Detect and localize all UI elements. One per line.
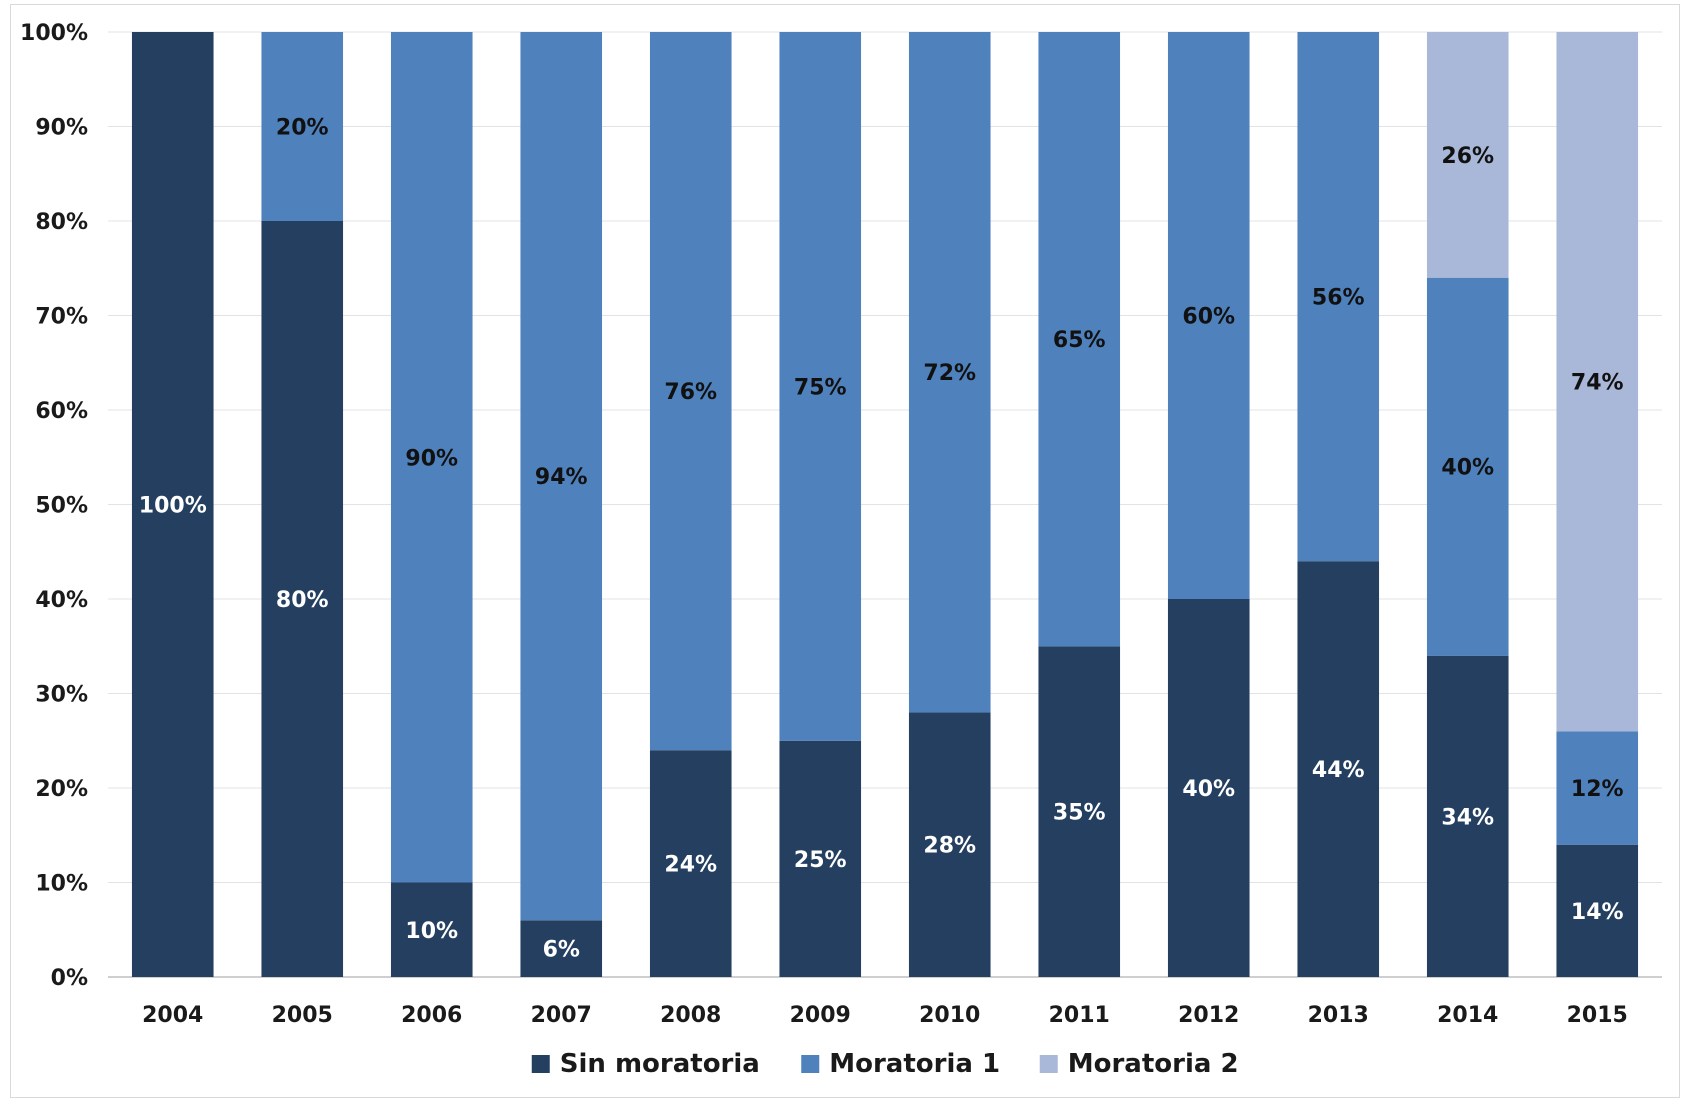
bar-segment: [908, 712, 991, 977]
x-axis-ticks: 2004 2005 2006 2007 2008 2009 2010 2011 2012 2013…: [142, 1003, 1628, 1028]
bar-segment: [649, 32, 732, 751]
bar-segment: [1167, 599, 1250, 977]
x-tick-label: 2007: [531, 1003, 592, 1028]
bar-segment: [390, 882, 473, 977]
bar-segment: [261, 32, 344, 221]
bar-segment: [131, 32, 214, 977]
grid-lines: [108, 31, 1662, 978]
y-tick-label: 90%: [35, 116, 88, 141]
data-label: 14%: [1571, 900, 1624, 925]
data-label: 28%: [923, 834, 976, 859]
bar-segment: [1297, 561, 1380, 977]
data-label: 80%: [276, 588, 329, 613]
legend-label: Sin moratoria: [560, 1049, 760, 1079]
x-tick-label: 2004: [142, 1003, 203, 1028]
bar-segment: [908, 32, 991, 713]
bar-segment: [779, 32, 862, 741]
legend: Sin moratoria Moratoria 1 Moratoria 2: [531, 1049, 1239, 1079]
data-label: 25%: [794, 848, 847, 873]
bar-segment: [1426, 32, 1509, 278]
bar-segment: [1297, 32, 1380, 562]
x-tick-label: 2014: [1437, 1003, 1498, 1028]
bars: [131, 32, 1639, 977]
y-tick-label: 70%: [35, 305, 88, 330]
data-label: 75%: [794, 375, 847, 400]
x-tick-label: 2009: [790, 1003, 851, 1028]
bar-segment: [520, 920, 603, 977]
data-label: 35%: [1053, 801, 1106, 826]
data-label: 26%: [1441, 144, 1494, 169]
y-tick-label: 40%: [35, 588, 88, 613]
bar-segment: [390, 32, 473, 883]
bar-segment: [1426, 655, 1509, 977]
data-label: 44%: [1312, 758, 1365, 783]
x-tick-label: 2015: [1567, 1003, 1628, 1028]
bar-segment: [1167, 32, 1250, 599]
x-tick-label: 2006: [401, 1003, 462, 1028]
data-label: 72%: [923, 361, 976, 386]
bar-segment: [520, 32, 603, 921]
x-tick-label: 2011: [1049, 1003, 1110, 1028]
bar-segment: [1556, 844, 1639, 977]
data-label: 24%: [664, 853, 717, 878]
data-label: 94%: [535, 465, 588, 490]
y-tick-label: 100%: [20, 21, 88, 46]
data-label: 34%: [1441, 805, 1494, 830]
data-label: 6%: [543, 938, 580, 963]
y-tick-label: 50%: [35, 494, 88, 519]
y-tick-label: 30%: [35, 683, 88, 708]
data-label: 74%: [1571, 371, 1624, 396]
data-label: 65%: [1053, 328, 1106, 353]
data-labels: 100% 80% 20% 10% 90% 6% 94% 24% 76% 25% 75% 28% 72% 3…: [139, 116, 1624, 963]
y-axis-ticks: 0% 10% 20% 30% 40% 50% 60% 70% 80% 90% 100%: [20, 21, 88, 991]
legend-swatch: [1039, 1055, 1058, 1073]
bar-segment: [649, 750, 732, 977]
x-tick-label: 2012: [1178, 1003, 1239, 1028]
bar-segment: [1038, 32, 1121, 647]
legend-swatch: [531, 1055, 550, 1073]
data-label: 56%: [1312, 286, 1365, 311]
data-label: 10%: [405, 919, 458, 944]
y-tick-label: 80%: [35, 210, 88, 235]
data-label: 100%: [139, 494, 207, 519]
data-label: 90%: [405, 446, 458, 471]
legend-label: Moratoria 2: [1068, 1049, 1239, 1079]
y-tick-label: 20%: [35, 777, 88, 802]
bar-segment: [1556, 32, 1639, 732]
bar-segment: [1426, 277, 1509, 656]
x-tick-label: 2013: [1308, 1003, 1369, 1028]
data-label: 12%: [1571, 777, 1624, 802]
x-tick-label: 2008: [660, 1003, 721, 1028]
x-tick-label: 2005: [272, 1003, 333, 1028]
y-tick-label: 0%: [51, 966, 88, 991]
bar-segment: [779, 740, 862, 977]
data-label: 40%: [1441, 456, 1494, 481]
data-label: 20%: [276, 116, 329, 141]
bar-segment: [1556, 731, 1639, 845]
legend-swatch: [801, 1055, 820, 1073]
y-tick-label: 60%: [35, 399, 88, 424]
bar-segment: [1038, 646, 1121, 977]
x-tick-label: 2010: [919, 1003, 980, 1028]
data-label: 40%: [1182, 777, 1235, 802]
bar-segment: [261, 221, 344, 977]
data-label: 76%: [664, 380, 717, 405]
data-label: 60%: [1182, 305, 1235, 330]
legend-label: Moratoria 1: [829, 1049, 1000, 1079]
y-tick-label: 10%: [35, 872, 88, 897]
